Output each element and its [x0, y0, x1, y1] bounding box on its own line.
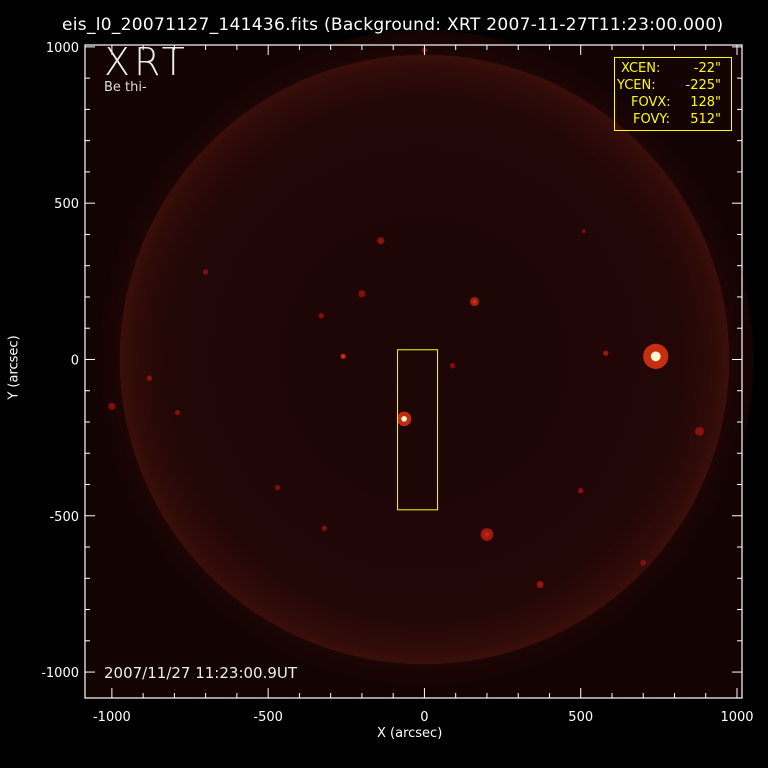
- bright-point: [379, 239, 383, 243]
- bright-point: [697, 429, 702, 434]
- xrt-logo: XRT: [104, 40, 189, 84]
- x-tick-label: 0: [420, 710, 428, 725]
- info-row-xcen: XCEN: -22": [621, 61, 721, 76]
- info-row-fovx: FOVX: 128": [631, 95, 721, 110]
- bright-point: [360, 292, 364, 296]
- x-axis-label: X (arcsec): [377, 726, 443, 741]
- bright-point: [538, 583, 542, 586]
- bright-point: [204, 270, 207, 273]
- y-tick-label: 500: [54, 197, 79, 212]
- bright-point: [320, 314, 323, 317]
- bright-point: [276, 486, 279, 489]
- bright-point: [484, 532, 490, 537]
- pointing-info-box: XCEN: -22" YCEN: -225" FOVX: 128" FOVY: 512": [614, 57, 732, 131]
- bright-point: [176, 411, 179, 414]
- bright-point: [650, 351, 661, 362]
- y-tick-label: -1000: [41, 666, 79, 681]
- x-tick-label: 500: [568, 710, 593, 725]
- info-row-ycen: YCEN: -225": [617, 78, 721, 93]
- bright-point: [323, 527, 326, 530]
- plot-title: eis_l0_20071127_141436.fits (Background:…: [62, 15, 724, 35]
- y-axis-label: Y (arcsec): [6, 335, 22, 400]
- logo-subtitle: Be thi-: [104, 80, 147, 95]
- solar-disk: [119, 54, 730, 665]
- y-tick-label: 1000: [46, 41, 79, 56]
- bright-point: [451, 364, 454, 367]
- bright-point: [148, 377, 151, 380]
- y-tick-label: -500: [49, 510, 79, 525]
- plot-frame: [84, 44, 743, 699]
- x-tick-label: 1000: [720, 710, 753, 725]
- bright-point: [401, 416, 407, 422]
- y-tick-label: 0: [71, 353, 79, 368]
- bright-point: [110, 404, 114, 408]
- bright-point: [472, 299, 477, 304]
- observation-timestamp: 2007/11/27 11:23:00.9UT: [104, 664, 298, 682]
- eis-fov-box: [397, 349, 439, 511]
- bright-point: [579, 489, 582, 492]
- x-tick-label: -1000: [93, 710, 131, 725]
- bright-point: [604, 352, 607, 355]
- bright-point: [642, 561, 645, 564]
- x-tick-label: -500: [253, 710, 283, 725]
- info-row-fovy: FOVY: 512": [633, 112, 721, 127]
- bright-point: [342, 355, 345, 358]
- bright-point: [582, 230, 585, 233]
